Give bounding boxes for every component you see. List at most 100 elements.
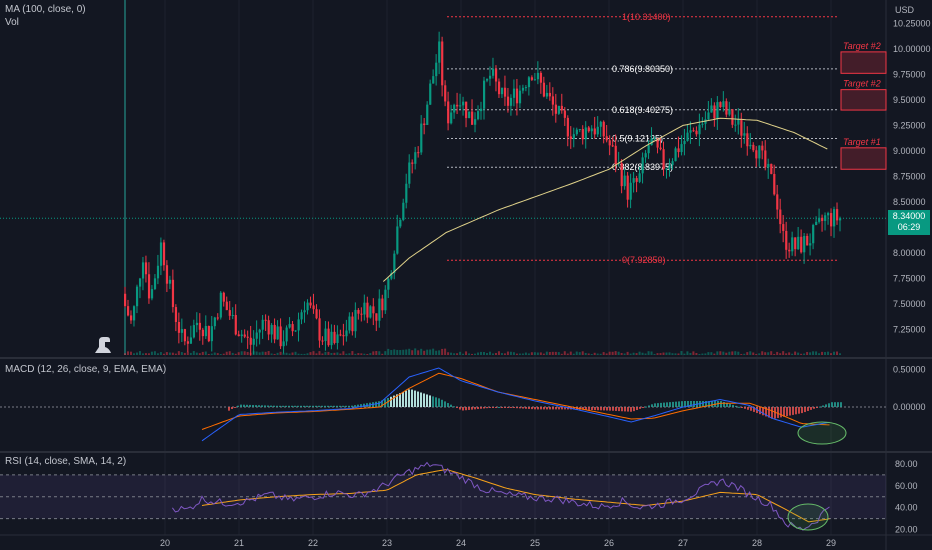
candle-body [450,112,453,124]
candle-body [593,128,596,135]
macd-histogram-bar [633,407,635,412]
candle-body [207,325,210,342]
rsi-tick-label: 60.00 [895,481,918,491]
time-tick-label: 25 [530,538,540,548]
volume-bar [770,351,773,355]
volume-bar [578,352,581,355]
volume-bar [471,353,474,355]
macd-legend[interactable]: MACD (12, 26, close, 9, EMA, EMA) [5,364,167,375]
volume-bar [387,348,390,355]
volume-bar [506,351,509,355]
volume-bar [824,352,827,355]
volume-bar [554,351,557,355]
volume-bar [839,353,842,355]
candle-body [665,168,668,170]
volume-bar [363,353,366,355]
volume-bar [165,352,168,355]
volume-bar [480,351,483,355]
macd-histogram-bar [591,407,593,411]
candle-body [500,87,504,95]
volume-bar [707,352,710,355]
fib-label: 0(7.92850) [622,255,666,265]
macd-histogram-bar [810,407,812,410]
macd-histogram-bar [477,407,479,410]
candle-body [647,145,650,154]
volume-bar [752,352,755,355]
macd-histogram-bar [723,401,725,407]
volume-bar [411,350,414,355]
target-zone [840,89,887,111]
macd-histogram-bar [240,404,242,407]
candle-body [291,324,294,332]
macd-histogram-bar [504,407,506,408]
candle-body [462,101,465,106]
macd-histogram-bar [528,407,530,409]
target-label: Target #2 [843,41,881,51]
macd-histogram-bar [636,407,638,410]
macd-histogram-bar [315,405,317,407]
candle-body [432,76,435,84]
macd-histogram-bar [348,405,350,407]
candle-body [695,130,698,135]
time-tick-label: 29 [826,538,836,548]
candle-body [237,334,240,337]
candle-body [435,62,438,77]
macd-histogram-bar [321,405,323,407]
volume-legend[interactable]: Vol [5,17,19,28]
rsi-legend[interactable]: RSI (14, close, SMA, 14, 2) [5,456,127,467]
macd-histogram-bar [426,394,428,407]
macd-histogram-bar [729,403,731,407]
candle-body [788,249,791,252]
macd-histogram-bar [687,401,689,407]
ma-legend[interactable]: MA (100, close, 0) [5,4,86,15]
candle-body [213,317,216,327]
macd-histogram-bar [480,407,482,409]
volume-bar [309,352,312,355]
candle-body [468,111,471,119]
volume-bar [405,349,408,355]
candle-body [441,41,444,86]
candle-body [572,134,575,140]
macd-histogram-bar [303,405,305,407]
candle-body [420,123,423,153]
macd-histogram-bar [678,401,680,407]
volume-bar [821,351,824,355]
macd-histogram-bar [582,407,584,410]
volume-bar [617,351,620,355]
candle-body [746,133,749,147]
volume-bar [204,351,207,355]
candle-body [363,302,366,315]
macd-histogram-bar [465,407,467,411]
macd-histogram-bar [516,407,518,409]
volume-bar [357,353,360,355]
macd-histogram-bar [675,401,677,407]
last-price-tag: 8.34000 06:29 [888,210,930,235]
macd-histogram-bar [549,407,551,410]
candle-body [222,292,225,302]
candle-body [776,194,779,210]
candle-body [189,337,193,344]
candle-body [596,126,599,135]
candle-body [836,209,839,221]
volume-bar [674,353,677,355]
macd-histogram-bar [645,406,647,408]
price-tick-label: 7.50000 [893,299,926,309]
macd-histogram-bar [228,407,230,411]
volume-bar [680,351,683,355]
volume-bar [776,351,779,355]
candle-body [656,138,659,148]
macd-histogram-bar [345,405,347,407]
macd-histogram-bar [777,407,779,418]
candle-body [444,85,447,102]
macd-histogram-bar [594,407,596,411]
candle-body [126,306,130,316]
macd-histogram-bar [705,401,707,407]
volume-bar [629,353,632,355]
candle-body [689,130,692,133]
macd-histogram-bar [510,407,512,408]
volume-bar [623,353,626,355]
macd-histogram-bar [702,401,704,407]
volume-bar [539,352,542,355]
volume-bar [671,353,674,355]
price-tick-label: 9.00000 [893,146,926,156]
